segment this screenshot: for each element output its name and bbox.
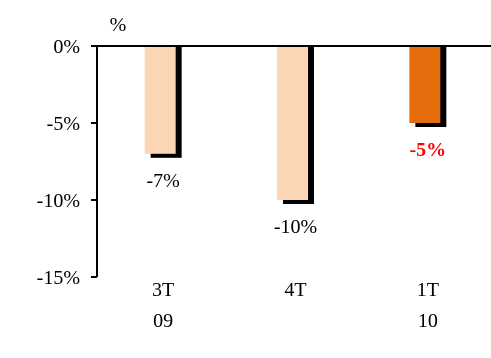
category-label-0-0: 3T <box>152 279 174 301</box>
data-label-2: -5% <box>409 139 446 161</box>
y-unit-label: % <box>110 14 127 36</box>
data-label-1: -10% <box>274 216 317 238</box>
category-label-0-1: 09 <box>153 310 173 332</box>
axes-group <box>91 45 491 278</box>
bar-2 <box>409 46 441 123</box>
bar-1 <box>277 46 308 200</box>
y-tick-label-1: -5% <box>47 113 80 135</box>
category-label-2-1: 10 <box>418 310 438 332</box>
y-tick-label-2: -10% <box>37 190 80 212</box>
bars-group <box>144 46 447 204</box>
y-tick-label-0: 0% <box>53 36 80 58</box>
category-label-2-0: 1T <box>417 279 439 301</box>
labels-group: -7% 3T 09 -10% 4T -5% 1T 10 0% -5% -10% -15% <box>37 36 446 332</box>
y-tick-label-3: -15% <box>37 267 80 289</box>
bar-0 <box>144 46 176 154</box>
data-label-0: -7% <box>147 170 180 192</box>
category-label-1-0: 4T <box>284 279 306 301</box>
